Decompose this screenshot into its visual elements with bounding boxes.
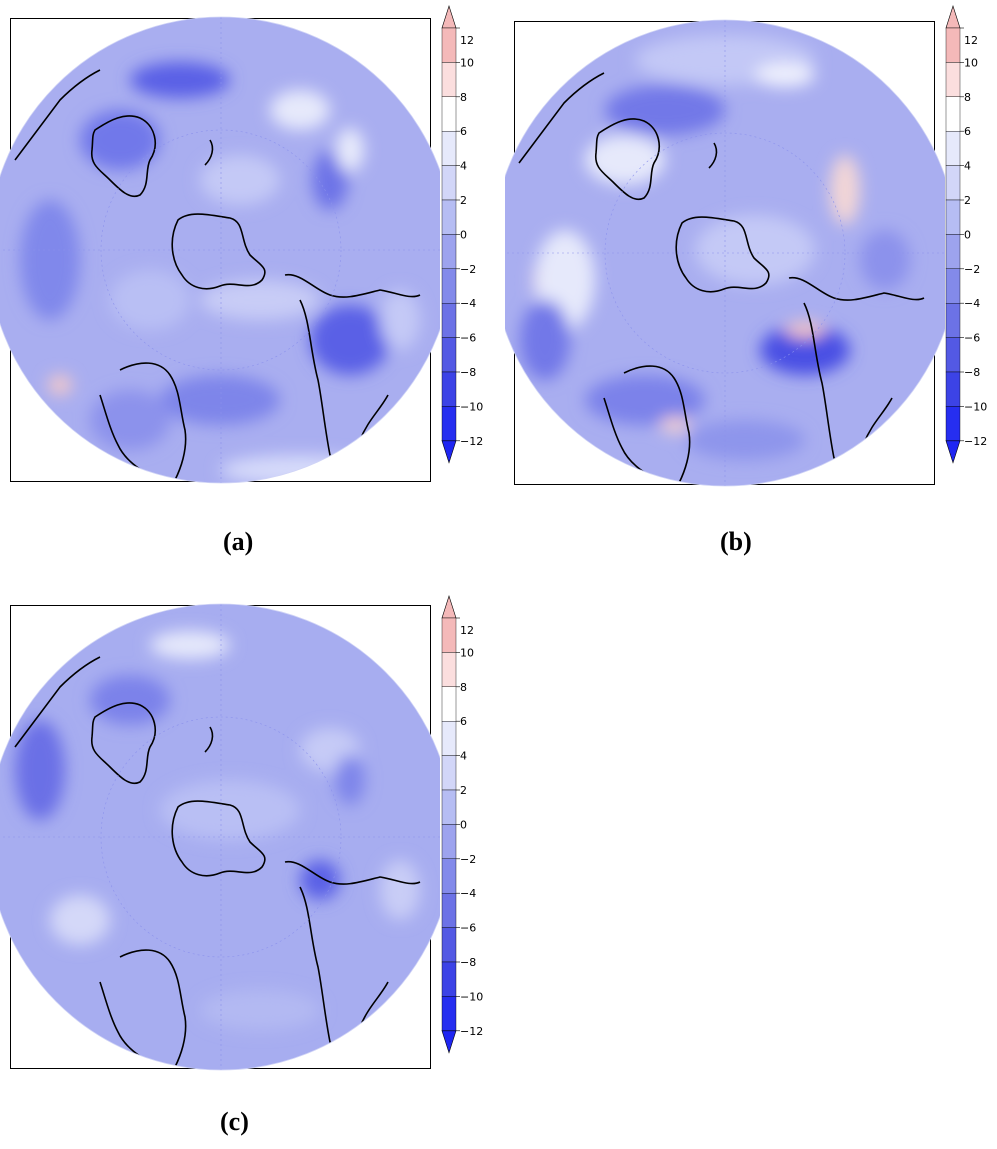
colorbar-label: −2	[460, 263, 476, 276]
colorbar-segment	[441, 130, 457, 166]
colorbar-segment	[441, 755, 457, 791]
colorbar-label: 2	[460, 784, 467, 797]
panel-c: 12 10 8 6 4 2 0 −2 −4 −6 −8 −10 −12 (c)	[0, 580, 500, 1149]
colorbar-label: −8	[460, 366, 476, 379]
colorbar-label: 4	[964, 160, 971, 173]
colorbar-segment	[441, 268, 457, 304]
colorbar-segment	[441, 893, 457, 928]
colorbar-segment	[441, 199, 457, 235]
colorbar-segment	[945, 268, 961, 304]
colorbar-label: −4	[964, 297, 980, 310]
colorbar-label: 0	[460, 818, 467, 831]
panel-a: 12 10 8 6 4 2 0 −2 −4 −6 −8 −10 −12 (a)	[0, 0, 500, 560]
coastlines	[14, 656, 421, 1068]
coastlines	[14, 69, 421, 481]
colorbar-label: −10	[460, 400, 483, 413]
colorbar-segment	[441, 789, 457, 825]
colorbar-label: −12	[460, 1025, 483, 1038]
colorbar-segment	[441, 617, 457, 653]
colorbar-segment	[441, 371, 457, 407]
colorbar-label: 4	[460, 750, 467, 763]
colorbar-label: −12	[460, 435, 483, 448]
map-b	[505, 19, 945, 487]
colorbar-label: −6	[460, 332, 476, 345]
colorbar-tip-bottom	[945, 440, 961, 464]
colorbar-label: −10	[460, 990, 483, 1003]
colorbar-segment	[945, 406, 961, 441]
colorbar-segment	[945, 165, 961, 201]
colorbar-segment	[945, 337, 961, 373]
colorbar-segment	[441, 62, 457, 98]
colorbar-label: 4	[460, 160, 467, 173]
colorbar-segment	[945, 96, 961, 132]
colorbar-segment	[441, 27, 457, 63]
colorbar-label: 12	[460, 34, 474, 47]
colorbar-tip-top	[441, 595, 457, 619]
colorbar-segment	[945, 130, 961, 166]
colorbar-segment	[441, 720, 457, 756]
colorbar-label: −12	[964, 435, 987, 448]
colorbar-label: 0	[460, 228, 467, 241]
colorbar-label: −8	[964, 366, 980, 379]
colorbar-segment	[441, 927, 457, 963]
colorbar-b: 12 10 8 6 4 2 0 −2 −4 −6 −8 −10 −12	[945, 5, 987, 464]
colorbar-label: 6	[460, 715, 467, 728]
colorbar-label: −2	[964, 263, 980, 276]
colorbar-label: 10	[460, 646, 474, 659]
colorbar-label: 8	[460, 681, 467, 694]
colorbar-tip-top	[945, 5, 961, 29]
panel-caption: (a)	[223, 527, 254, 556]
colorbar-segment	[441, 824, 457, 859]
colorbar-tip-bottom	[441, 1030, 457, 1054]
colorbar-label: 2	[460, 194, 467, 207]
colorbar-label: −6	[964, 332, 980, 345]
colorbar-segment	[945, 371, 961, 407]
colorbar-segment	[945, 303, 961, 338]
colorbar-label: 10	[964, 56, 978, 69]
colorbar-segment	[441, 858, 457, 894]
colorbar-segment	[441, 406, 457, 441]
colorbar-label: 12	[964, 34, 978, 47]
colorbar-segment	[945, 62, 961, 98]
colorbar-a: 12 10 8 6 4 2 0 −2 −4 −6 −8 −10 −12	[441, 5, 483, 464]
colorbar-segment	[441, 303, 457, 338]
colorbar-segment	[945, 234, 961, 269]
colorbar-label: 6	[964, 125, 971, 138]
colorbar-label: −8	[460, 956, 476, 969]
colorbar-segment	[441, 165, 457, 201]
colorbar-label: 12	[460, 624, 474, 637]
map-a	[0, 16, 440, 484]
colorbar-segment	[441, 234, 457, 269]
colorbar-label: 8	[964, 91, 971, 104]
colorbar-label: −2	[460, 853, 476, 866]
colorbar-segment	[441, 337, 457, 373]
colorbar-segment	[945, 27, 961, 63]
colorbar-tip-bottom	[441, 440, 457, 464]
panel-caption: (b)	[720, 527, 752, 556]
colorbar-label: −4	[460, 887, 476, 900]
map-c	[0, 603, 440, 1071]
colorbar-segment	[945, 199, 961, 235]
colorbar-segment	[441, 652, 457, 688]
colorbar-label: −4	[460, 297, 476, 310]
colorbar-segment	[441, 96, 457, 132]
colorbar-c: 12 10 8 6 4 2 0 −2 −4 −6 −8 −10 −12	[441, 595, 483, 1054]
colorbar-label: 6	[460, 125, 467, 138]
colorbar-label: 0	[964, 228, 971, 241]
panel-caption: (c)	[220, 1107, 249, 1136]
colorbar-tip-top	[441, 5, 457, 29]
colorbar-segment	[441, 686, 457, 722]
colorbar-label: −6	[460, 922, 476, 935]
colorbar-segment	[441, 961, 457, 997]
colorbar-segment	[441, 996, 457, 1031]
colorbar-label: 10	[460, 56, 474, 69]
panel-b: 12 10 8 6 4 2 0 −2 −4 −6 −8 −10 −12 (b)	[505, 0, 997, 560]
colorbar-label: 8	[460, 91, 467, 104]
colorbar-label: −10	[964, 400, 987, 413]
colorbar-label: 2	[964, 194, 971, 207]
